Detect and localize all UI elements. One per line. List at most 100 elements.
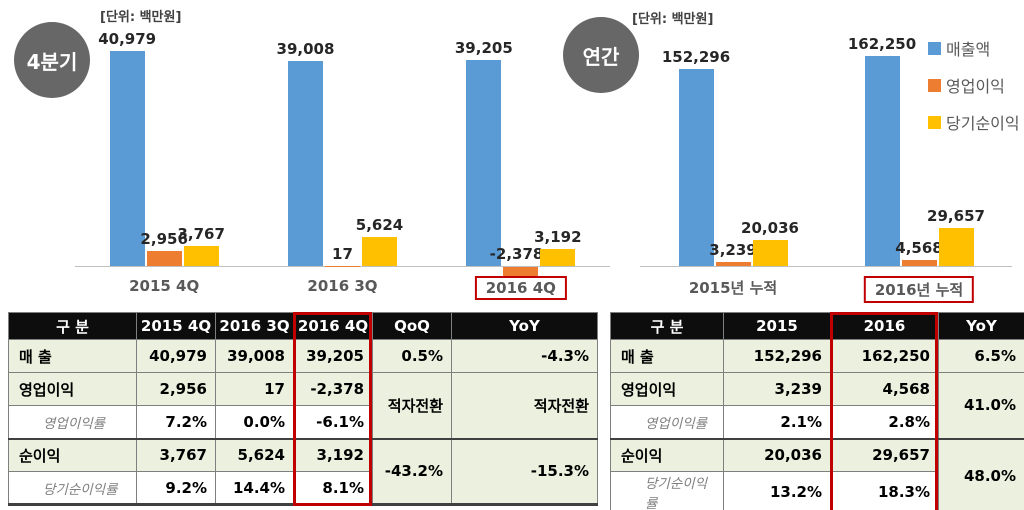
- annual-results-table-wrap: 구 분 2015 2016 YoY 매 출 152,296 162,250 6.…: [610, 312, 1024, 510]
- category-label-text: 2016 3Q: [307, 277, 378, 295]
- annual-results-table: 구 분 2015 2016 YoY 매 출 152,296 162,250 6.…: [610, 312, 1024, 510]
- cell-value: 0.0%: [215, 405, 294, 439]
- header-yoy: YoY: [451, 312, 598, 340]
- header-2016: 2016: [830, 312, 939, 340]
- bar-sales: 162,250: [848, 35, 916, 266]
- unit-label: [단위: 백만원]: [100, 10, 182, 25]
- quarterly-results-table: 구 분 2015 4Q 2016 3Q 2016 4Q QoQ YoY 매 출 …: [8, 312, 598, 506]
- legend-swatch-icon: [928, 78, 941, 92]
- category-label: 2016 3Q: [298, 276, 386, 296]
- legend-swatch-icon: [928, 115, 941, 129]
- table-row-net-margin: 당기순이익률 13.2% 18.3%: [610, 471, 1024, 510]
- cell-value: -2,378: [293, 372, 373, 406]
- cell-value: 17: [215, 372, 294, 406]
- bar-sales: 152,296: [662, 48, 730, 266]
- quarterly-results-table-wrap: 구 분 2015 4Q 2016 3Q 2016 4Q QoQ YoY 매 출 …: [8, 312, 598, 506]
- bar-net-income: 20,036: [741, 219, 799, 266]
- bar-operating-profit: 3,239: [709, 241, 757, 266]
- table-row-sales: 매 출 40,979 39,008 39,205 0.5% -4.3%: [8, 339, 598, 373]
- bar-value-label: 3,192: [534, 228, 582, 247]
- bar-net-income: 29,657: [927, 207, 985, 266]
- bar-value-label: 40,979: [98, 30, 157, 48]
- cell-value: 3,239: [723, 372, 831, 406]
- bar-value-label: 4,568: [895, 239, 943, 258]
- cell-value: 162,250: [830, 339, 939, 373]
- bar-value-label: 39,008: [276, 40, 335, 59]
- cell-yoy-merged: 적자전환: [451, 372, 598, 439]
- legend-item-operating-profit: 영업이익: [928, 73, 1020, 97]
- bar-sales: 40,979: [98, 30, 156, 266]
- table-header-row: 구 분 2015 2016 YoY: [610, 312, 1024, 340]
- cell-value: 3,767: [136, 437, 216, 472]
- table-row-net-income: 순이익 3,767 5,624 3,192 -43.2% -15.3%: [8, 437, 598, 505]
- bar-value-label: 5,624: [355, 215, 404, 234]
- cell-yoy: 6.5%: [938, 339, 1024, 373]
- bar-value-label: 39,205: [454, 39, 513, 58]
- cell-value: 5,624: [215, 437, 294, 472]
- cell-value: 39,008: [215, 339, 294, 373]
- bar-operating-profit: 2,956: [140, 230, 188, 266]
- table-row-operating-profit: 영업이익 3,239 4,568 41.0%: [610, 372, 1024, 439]
- category-label-text: 2016 4Q: [474, 276, 567, 300]
- cell-qoq-merged: -43.2%: [372, 437, 452, 505]
- bar-net-income: 3,767: [177, 225, 225, 266]
- bar-group: 39,205 -2,378 3,192 2016 4Q: [455, 39, 582, 300]
- table-row-net-income: 순이익 20,036 29,657 48.0%: [610, 437, 1024, 510]
- row-label: 매 출: [8, 339, 137, 373]
- category-label-highlighted: 2016년 누적: [863, 276, 975, 303]
- bar-value-label: 152,296: [661, 47, 731, 66]
- category-label: 2015년 누적: [680, 276, 786, 299]
- category-label-text: 2015 4Q: [129, 277, 200, 295]
- cell-value: 9.2%: [136, 471, 216, 505]
- row-label: 영업이익률: [610, 405, 724, 439]
- cell-value: 13.2%: [723, 471, 831, 510]
- bar-value-label: 20,036: [741, 219, 799, 238]
- row-label: 영업이익: [8, 372, 137, 406]
- row-label: 영업이익: [610, 372, 724, 406]
- bar-value-label: 2,956: [140, 229, 188, 248]
- cell-value: 39,205: [293, 339, 373, 373]
- cell-value: 18.3%: [830, 471, 939, 510]
- cell-qoq: 0.5%: [372, 339, 452, 373]
- cell-yoy-merged: 48.0%: [938, 437, 1024, 510]
- table-header-row: 구 분 2015 4Q 2016 3Q 2016 4Q QoQ YoY: [8, 312, 598, 340]
- header-2015-4q: 2015 4Q: [136, 312, 216, 340]
- legend-label: 매출액: [946, 40, 991, 59]
- header-yoy: YoY: [938, 312, 1024, 340]
- bar-value-label: 162,250: [847, 35, 917, 53]
- row-label: 당기순이익률: [8, 471, 137, 505]
- table-row-operating-margin: 영업이익률 2.1% 2.8%: [610, 405, 1024, 439]
- quarterly-chart-panel: 4분기 [단위: 백만원] 40,979 2,956 3,767 2015 4Q 39,…: [0, 0, 612, 306]
- header-category: 구 분: [610, 312, 724, 340]
- cell-value: 152,296: [723, 339, 831, 373]
- cell-value: 3,192: [293, 437, 373, 472]
- cell-yoy-merged: 41.0%: [938, 372, 1024, 439]
- bar-net-income: 3,192: [534, 228, 582, 266]
- cell-value: 2,956: [136, 372, 216, 406]
- bar-group: 40,979 2,956 3,767 2015 4Q: [98, 30, 225, 295]
- bar-sales: 39,205: [455, 39, 513, 266]
- bar-value-label: 3,767: [177, 225, 225, 244]
- bar-value-label: 17: [332, 244, 353, 263]
- cell-value: 2.8%: [830, 405, 939, 439]
- cell-yoy-merged: -15.3%: [451, 437, 598, 505]
- bar-sales: 39,008: [277, 40, 334, 266]
- bar-group: 162,250 4,568 29,657 2016년 누적: [848, 35, 985, 303]
- bar-value-label: 3,239: [709, 240, 757, 259]
- annual-bar-plot: 152,296 3,239 20,036 2015년 누적 162,250 4,568 29…: [640, 35, 1012, 303]
- category-label: 2015 4Q: [120, 276, 208, 296]
- header-qoq: QoQ: [372, 312, 452, 340]
- bar-value-label: 29,657: [927, 206, 985, 225]
- bar-group: 152,296 3,239 20,036 2015년 누적: [662, 48, 799, 297]
- cell-value: 8.1%: [293, 471, 373, 505]
- table-row-operating-profit: 영업이익 2,956 17 -2,378 적자전환 적자전환: [8, 372, 598, 439]
- cell-value: 14.4%: [215, 471, 294, 505]
- table-row-operating-margin: 영업이익률 7.2% 0.0% -6.1%: [8, 405, 598, 439]
- chart-legend: 매출액 영업이익 당기순이익: [928, 36, 1020, 134]
- header-2016-3q: 2016 3Q: [215, 312, 294, 340]
- bar-group: 39,008 17 5,624 2016 3Q: [277, 40, 404, 295]
- cell-value: 40,979: [136, 339, 216, 373]
- cell-value: 29,657: [830, 437, 939, 472]
- row-label: 순이익: [610, 437, 724, 472]
